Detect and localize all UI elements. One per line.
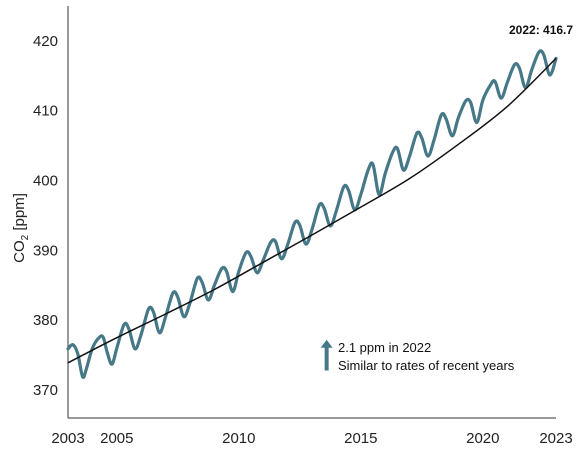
y-tick-label: 400 [33,173,58,190]
series-monthly-co2 [66,49,558,380]
axes [67,6,556,419]
y-tick-labels: 370 380 390 400 410 420 [33,33,58,399]
y-tick-label: 420 [33,33,58,50]
growth-callout: 2.1 ppm in 2022 Similar to rates of rece… [320,339,515,373]
x-tick-label: 2005 [100,430,133,447]
up-arrow-icon [320,339,333,371]
x-tick-label: 2015 [344,430,377,447]
final-value-label: 2022: 416.7 [509,23,573,37]
y-axis-title: CO2 [ppm] [11,193,31,263]
series-trend-co2 [67,57,557,364]
x-tick-label: 2023 [539,430,572,447]
x-tick-label: 2020 [466,430,499,447]
callout-line-1: 2.1 ppm in 2022 [338,340,431,355]
y-tick-label: 380 [33,312,58,329]
y-tick-label: 390 [33,242,58,259]
y-tick-label: 410 [33,103,58,120]
callout-line-2: Similar to rates of recent years [338,358,515,373]
x-tick-label: 2010 [222,430,255,447]
x-tick-label: 2003 [51,430,84,447]
x-tick-labels: 2003 2005 2010 2015 2020 2023 [51,430,572,447]
y-tick-label: 370 [33,382,58,399]
